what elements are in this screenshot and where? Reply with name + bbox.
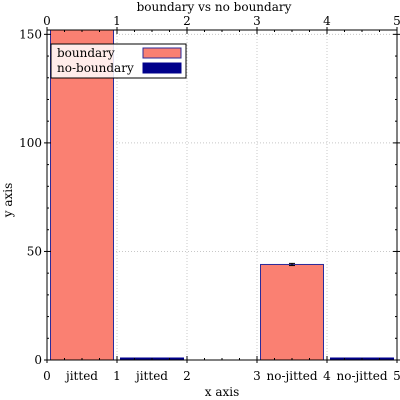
category-label: no-jitted	[337, 369, 388, 383]
x-tick-label-top: 2	[183, 14, 191, 28]
category-label: jitted	[134, 369, 168, 383]
y-tick-label: 0	[34, 353, 42, 367]
x-tick-label-top: 1	[113, 14, 121, 28]
x-tick-label-top: 5	[393, 14, 400, 28]
x-tick-label-top: 4	[323, 14, 331, 28]
x-tick-label-bottom: 5	[393, 369, 400, 383]
x-tick-label-bottom: 0	[43, 369, 51, 383]
category-label: jitted	[64, 369, 98, 383]
y-tick-label: 150	[19, 27, 42, 41]
x-tick-label-top: 3	[253, 14, 261, 28]
x-tick-label-bottom: 1	[113, 369, 121, 383]
legend-label: boundary	[57, 46, 115, 60]
category-labels: jitted no-jitted jitted no-jitted	[64, 369, 388, 383]
x-axis-label: x axis	[205, 385, 240, 399]
legend-label: no-boundary	[57, 61, 134, 75]
legend-swatch	[142, 62, 182, 74]
x-tick-label-top: 0	[43, 14, 51, 28]
x-tick-label-bottom: 2	[183, 369, 191, 383]
bar-boundary-jitted	[50, 29, 114, 361]
bar-boundary-no-jitted	[260, 263, 324, 361]
category-label: no-jitted	[267, 369, 318, 383]
y-tick-label: 100	[19, 136, 42, 150]
x-tick-label-bottom: 3	[253, 369, 261, 383]
y-tick-label: 50	[27, 244, 42, 258]
x-tick-label-bottom: 4	[323, 369, 331, 383]
chart-title: boundary vs no boundary	[137, 0, 292, 14]
y-axis-label: y axis	[1, 183, 15, 219]
legend-swatch	[142, 47, 182, 59]
